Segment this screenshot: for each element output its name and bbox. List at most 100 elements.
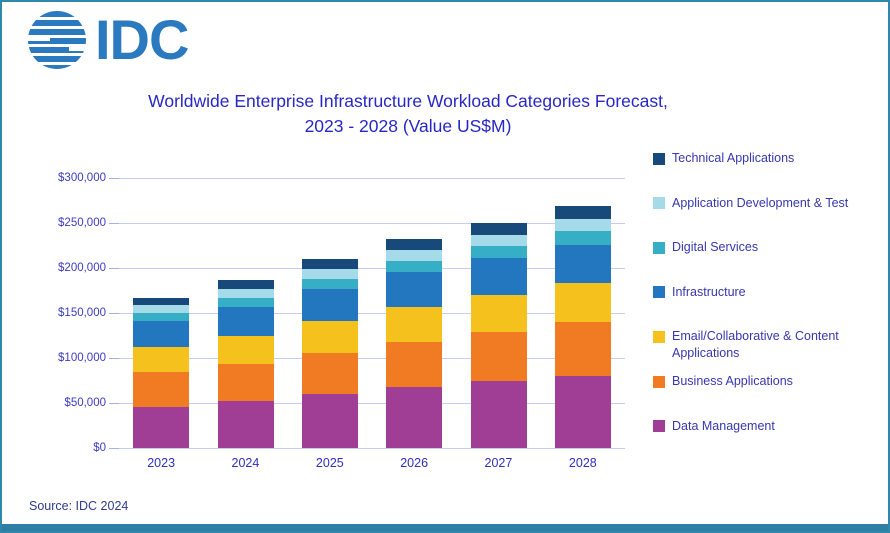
- bar-group-2026: [386, 239, 443, 448]
- x-tick-label-2027: 2027: [484, 456, 513, 470]
- bar-segment-2024-infrastructure: [217, 306, 274, 336]
- bar-segment-2025-application-development-test: [301, 268, 358, 279]
- bar-group-2025: [301, 259, 358, 448]
- chart-title-line2: 2023 - 2028 (Value US$M): [304, 116, 512, 136]
- y-tick-label: $100,000: [58, 352, 106, 364]
- legend-item-technical-applications: Technical Applications: [653, 150, 886, 167]
- legend-swatch-icon: [653, 152, 665, 165]
- y-tick-label: $50,000: [64, 397, 106, 409]
- bar-segment-2028-email-collaborative-content-applications: [554, 283, 611, 322]
- bar-segment-2026-infrastructure: [386, 271, 443, 307]
- bar-segment-2023-digital-services: [133, 313, 190, 322]
- legend-item-digital-services: Digital Services: [653, 239, 886, 256]
- legend-label: Technical Applications: [672, 151, 795, 165]
- y-tick-mark: [109, 222, 119, 224]
- bar-group-2024: [217, 279, 274, 448]
- y-tick-label: $250,000: [58, 217, 106, 229]
- bar-group-2027: [470, 223, 527, 448]
- idc-logo: IDC: [28, 8, 189, 71]
- bar-segment-2025-infrastructure: [301, 288, 358, 322]
- bar-segment-2028-data-management: [554, 376, 611, 448]
- bar-segment-2026-data-management: [386, 386, 443, 448]
- legend-swatch-icon: [653, 375, 665, 388]
- legend-label: Application Development & Test: [672, 195, 849, 210]
- bar-segment-2025-email-collaborative-content-applications: [301, 321, 358, 353]
- legend-swatch-icon: [653, 197, 665, 210]
- bar-segment-2026-digital-services: [386, 260, 443, 272]
- y-tick-label: $150,000: [58, 307, 106, 319]
- chart-title: Worldwide Enterprise Infrastructure Work…: [2, 89, 814, 139]
- chart-title-line1: Worldwide Enterprise Infrastructure Work…: [148, 91, 668, 111]
- bar-segment-2028-technical-applications: [554, 205, 611, 219]
- bar-segment-2025-technical-applications: [301, 259, 358, 269]
- legend-item-email-collaborative-content-applications: Email/Collaborative & Content Applicatio…: [653, 328, 886, 362]
- bar-segment-2028-business-applications: [554, 322, 611, 376]
- bar-segment-2023-technical-applications: [133, 297, 190, 305]
- bar-segment-2024-data-management: [217, 401, 274, 448]
- bar-segment-2024-email-collaborative-content-applications: [217, 335, 274, 365]
- gridline-0: [119, 447, 625, 449]
- bar-segment-2026-email-collaborative-content-applications: [386, 306, 443, 342]
- gridline-100000: [119, 357, 625, 359]
- legend-item-business-applications: Business Applications: [653, 373, 886, 390]
- x-tick-label-2025: 2025: [315, 456, 344, 470]
- gridline-50000: [119, 402, 625, 404]
- y-tick-mark: [109, 267, 119, 269]
- bar-segment-2024-technical-applications: [217, 279, 274, 289]
- bar-segment-2027-email-collaborative-content-applications: [470, 295, 527, 332]
- x-tick-label-2023: 2023: [147, 456, 176, 470]
- legend-swatch-icon: [653, 420, 665, 433]
- bar-segment-2027-application-development-test: [470, 234, 527, 247]
- legend-label: Business Applications: [672, 374, 793, 388]
- x-tick-label-2024: 2024: [231, 456, 260, 470]
- legend-label: Infrastructure: [672, 284, 746, 299]
- bar-segment-2026-technical-applications: [386, 239, 443, 250]
- gridline-300000: [119, 177, 625, 179]
- x-tick-label-2028: 2028: [568, 456, 597, 470]
- bar-segment-2023-business-applications: [133, 372, 190, 407]
- legend-swatch-icon: [653, 330, 665, 343]
- bar-segment-2024-application-development-test: [217, 288, 274, 298]
- y-tick-mark: [109, 312, 119, 314]
- bar-group-2028: [554, 205, 611, 448]
- x-tick-label-2026: 2026: [400, 456, 429, 470]
- bar-segment-2023-application-development-test: [133, 304, 190, 313]
- idc-globe-icon: [28, 11, 86, 69]
- y-tick-label: $200,000: [58, 262, 106, 274]
- bar-segment-2027-digital-services: [470, 246, 527, 259]
- bar-segment-2027-technical-applications: [470, 223, 527, 235]
- bar-segment-2023-email-collaborative-content-applications: [133, 347, 190, 373]
- legend-label: Email/Collaborative & Content Applicatio…: [672, 329, 839, 361]
- bar-segment-2027-infrastructure: [470, 258, 527, 295]
- bar-segment-2025-data-management: [301, 394, 358, 448]
- y-tick-mark: [109, 447, 119, 449]
- legend-item-data-management: Data Management: [653, 418, 886, 435]
- legend-item-infrastructure: Infrastructure: [653, 284, 886, 301]
- legend-label: Digital Services: [672, 240, 759, 255]
- plot-area: [119, 177, 625, 449]
- bar-segment-2024-digital-services: [217, 297, 274, 307]
- y-tick-mark: [109, 402, 119, 404]
- bar-segment-2025-business-applications: [301, 352, 358, 394]
- y-tick-label: $300,000: [58, 172, 106, 184]
- bar-group-2023: [133, 297, 190, 448]
- bar-segment-2023-infrastructure: [133, 321, 190, 348]
- legend-item-application-development-test: Application Development & Test: [653, 195, 886, 212]
- y-tick-mark: [109, 357, 119, 359]
- legend-swatch-icon: [653, 286, 665, 299]
- idc-logo-text: IDC: [95, 8, 189, 71]
- bar-segment-2027-data-management: [470, 380, 527, 448]
- y-tick-label: $0: [93, 442, 106, 454]
- bar-segment-2026-application-development-test: [386, 250, 443, 261]
- bar-segment-2025-digital-services: [301, 278, 358, 289]
- source-note: Source: IDC 2024: [29, 499, 129, 513]
- gridline-200000: [119, 267, 625, 269]
- bar-segment-2027-business-applications: [470, 331, 527, 381]
- gridline-250000: [119, 222, 625, 224]
- bar-segment-2024-business-applications: [217, 364, 274, 402]
- bar-segment-2028-infrastructure: [554, 244, 611, 284]
- bar-segment-2028-application-development-test: [554, 218, 611, 232]
- y-tick-mark: [109, 177, 119, 179]
- legend-label: Data Management: [672, 418, 775, 433]
